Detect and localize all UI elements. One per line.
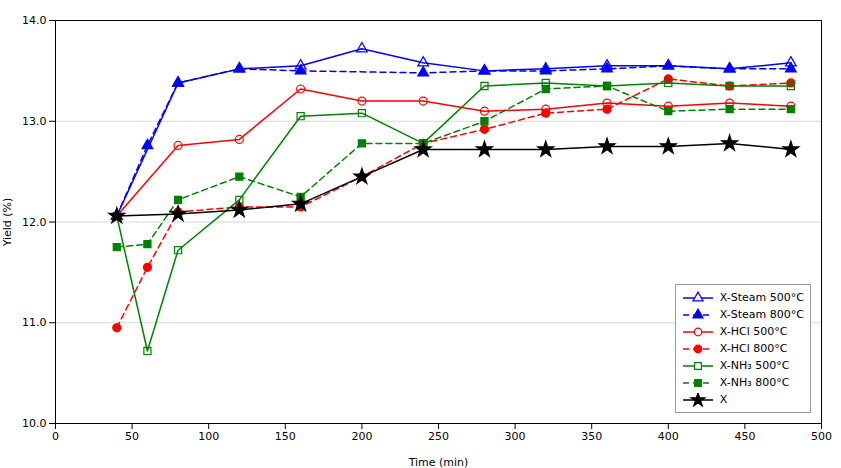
svg-text:12.0: 12.0: [22, 216, 47, 229]
html-text:X-Steam 800°C: X-Steam 800°C: [719, 308, 804, 321]
svg-text:250: 250: [428, 430, 449, 443]
svg-text:500: 500: [811, 430, 832, 443]
svg-text:100: 100: [198, 430, 219, 443]
svg-text:13.0: 13.0: [22, 115, 47, 128]
html-text:X-NH₃ 800°C: X-NH₃ 800°C: [719, 376, 790, 389]
svg-text:50: 50: [125, 430, 139, 443]
html-text:X-HCl 500°C: X-HCl 500°C: [719, 325, 788, 338]
svg-text:200: 200: [351, 430, 372, 443]
svg-text:150: 150: [275, 430, 296, 443]
svg-text:Yield (%): Yield (%): [1, 198, 14, 248]
svg-text:350: 350: [581, 430, 602, 443]
html-text:X-HCl 800°C: X-HCl 800°C: [719, 342, 788, 355]
svg-text:450: 450: [734, 430, 755, 443]
svg-text:400: 400: [658, 430, 679, 443]
svg-text:Time (min): Time (min): [408, 456, 469, 468]
svg-text:300: 300: [505, 430, 526, 443]
svg-text:10.0: 10.0: [22, 417, 47, 430]
svg-text:0: 0: [52, 430, 59, 443]
svg-text:11.0: 11.0: [22, 316, 47, 329]
html-text:X-Steam 500°C: X-Steam 500°C: [719, 291, 804, 304]
html-text:X-NH₃ 500°C: X-NH₃ 500°C: [719, 359, 790, 372]
svg-text:14.0: 14.0: [22, 14, 47, 27]
html-text:X: X: [719, 393, 728, 406]
